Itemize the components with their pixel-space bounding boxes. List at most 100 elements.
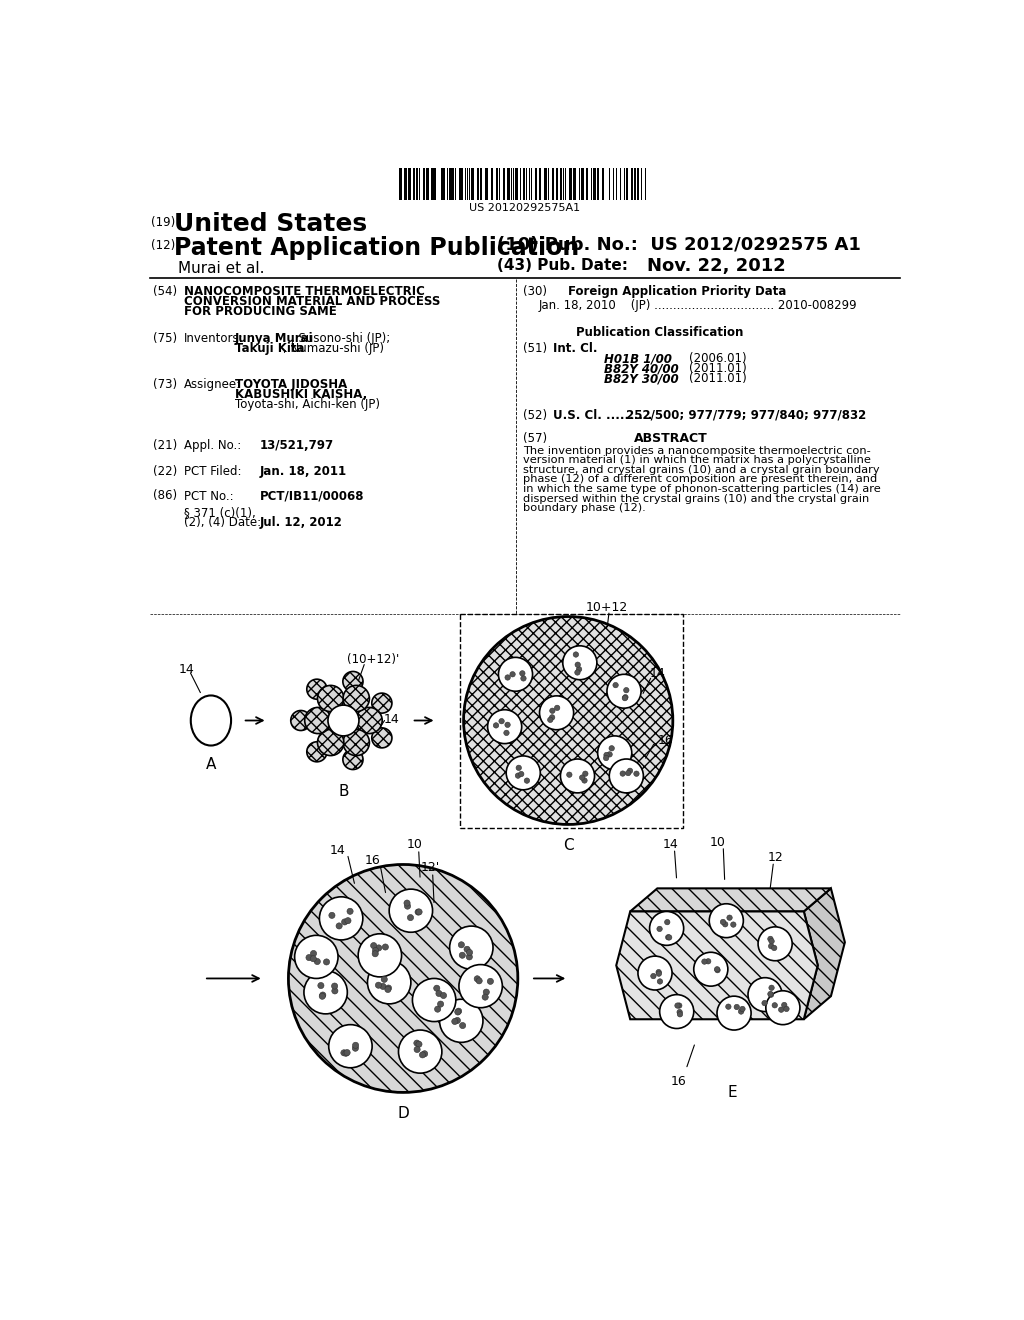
Text: Foreign Application Priority Data: Foreign Application Priority Data xyxy=(568,285,786,298)
Circle shape xyxy=(414,1047,420,1052)
Circle shape xyxy=(730,921,736,927)
Text: 252/500; 977/779; 977/840; 977/832: 252/500; 977/779; 977/840; 977/832 xyxy=(623,409,866,421)
Circle shape xyxy=(758,927,793,961)
Text: (57): (57) xyxy=(523,432,548,445)
Bar xyxy=(556,168,558,199)
Bar xyxy=(523,168,525,199)
Bar xyxy=(569,168,572,199)
Circle shape xyxy=(603,755,609,760)
Circle shape xyxy=(398,1030,442,1073)
Text: Toyota-shi, Aichi-ken (JP): Toyota-shi, Aichi-ken (JP) xyxy=(234,397,380,411)
Circle shape xyxy=(715,968,720,973)
Bar xyxy=(416,168,418,199)
Text: (52): (52) xyxy=(523,409,548,421)
Circle shape xyxy=(291,710,311,730)
Text: A: A xyxy=(206,758,216,772)
Circle shape xyxy=(666,935,671,940)
Circle shape xyxy=(656,972,662,977)
Circle shape xyxy=(329,1024,372,1068)
Circle shape xyxy=(319,896,362,940)
Text: KABUSHIKI KAISHA,: KABUSHIKI KAISHA, xyxy=(234,388,368,401)
Text: (21): (21) xyxy=(153,440,177,453)
Text: Assignee:: Assignee: xyxy=(183,378,241,391)
Circle shape xyxy=(416,909,422,915)
Bar xyxy=(423,168,425,199)
Circle shape xyxy=(580,775,585,780)
Bar xyxy=(419,168,420,199)
Text: Takuji Kita: Takuji Kita xyxy=(234,342,304,355)
Circle shape xyxy=(540,696,573,730)
Text: H01B 1/00: H01B 1/00 xyxy=(604,352,672,366)
Circle shape xyxy=(723,921,728,927)
Circle shape xyxy=(613,682,618,688)
Circle shape xyxy=(768,944,774,949)
Bar xyxy=(431,168,434,199)
Text: 14: 14 xyxy=(663,838,679,851)
Circle shape xyxy=(768,991,773,997)
Bar xyxy=(621,168,622,199)
Circle shape xyxy=(343,730,370,755)
Circle shape xyxy=(781,1002,787,1007)
Circle shape xyxy=(516,766,521,771)
Circle shape xyxy=(769,985,774,990)
Circle shape xyxy=(769,939,774,944)
Text: NANOCOMPOSITE THERMOELECTRIC: NANOCOMPOSITE THERMOELECTRIC xyxy=(183,285,425,298)
Circle shape xyxy=(307,742,327,762)
Text: PCT/IB11/00068: PCT/IB11/00068 xyxy=(260,490,365,503)
Circle shape xyxy=(720,919,726,925)
Text: US 20120292575A1: US 20120292575A1 xyxy=(469,203,581,213)
Circle shape xyxy=(677,1011,683,1016)
Circle shape xyxy=(376,982,382,989)
Circle shape xyxy=(667,935,672,940)
Text: U.S. Cl. ..........: U.S. Cl. .......... xyxy=(553,409,652,421)
Circle shape xyxy=(607,675,641,708)
Polygon shape xyxy=(630,888,830,911)
Circle shape xyxy=(467,949,473,956)
Bar xyxy=(540,168,542,199)
Bar xyxy=(562,168,564,199)
Circle shape xyxy=(329,912,335,919)
Bar xyxy=(442,168,444,199)
Circle shape xyxy=(607,751,612,758)
Bar xyxy=(645,168,646,199)
Circle shape xyxy=(422,1051,428,1057)
Circle shape xyxy=(373,948,379,953)
Text: 12': 12' xyxy=(420,862,439,874)
Bar xyxy=(469,168,470,199)
Text: Appl. No.:: Appl. No.: xyxy=(183,440,241,453)
Circle shape xyxy=(604,752,609,758)
Circle shape xyxy=(332,987,338,994)
Text: 16: 16 xyxy=(365,854,380,867)
Circle shape xyxy=(701,958,708,965)
Circle shape xyxy=(464,946,470,953)
Circle shape xyxy=(649,911,684,945)
Bar xyxy=(581,168,584,199)
Bar xyxy=(434,168,435,199)
Text: (51): (51) xyxy=(523,342,548,355)
Circle shape xyxy=(768,993,774,998)
Text: C: C xyxy=(563,837,573,853)
Bar xyxy=(507,168,510,199)
Circle shape xyxy=(519,671,525,676)
Text: Patent Application Publication: Patent Application Publication xyxy=(174,236,580,260)
Circle shape xyxy=(474,975,480,982)
Circle shape xyxy=(368,961,411,1003)
Circle shape xyxy=(656,969,662,975)
Circle shape xyxy=(328,705,359,737)
Circle shape xyxy=(336,923,342,929)
Text: 13/521,797: 13/521,797 xyxy=(260,440,334,453)
Bar xyxy=(637,168,639,199)
Circle shape xyxy=(382,944,388,950)
Circle shape xyxy=(487,978,494,985)
Circle shape xyxy=(548,717,553,722)
Text: (43) Pub. Date:: (43) Pub. Date: xyxy=(497,259,628,273)
Circle shape xyxy=(319,991,326,998)
Circle shape xyxy=(295,936,338,978)
Circle shape xyxy=(345,917,351,924)
Circle shape xyxy=(459,952,466,958)
Circle shape xyxy=(332,983,338,989)
Bar xyxy=(560,168,562,199)
Circle shape xyxy=(464,616,673,825)
Polygon shape xyxy=(616,911,818,1019)
Circle shape xyxy=(598,737,632,770)
